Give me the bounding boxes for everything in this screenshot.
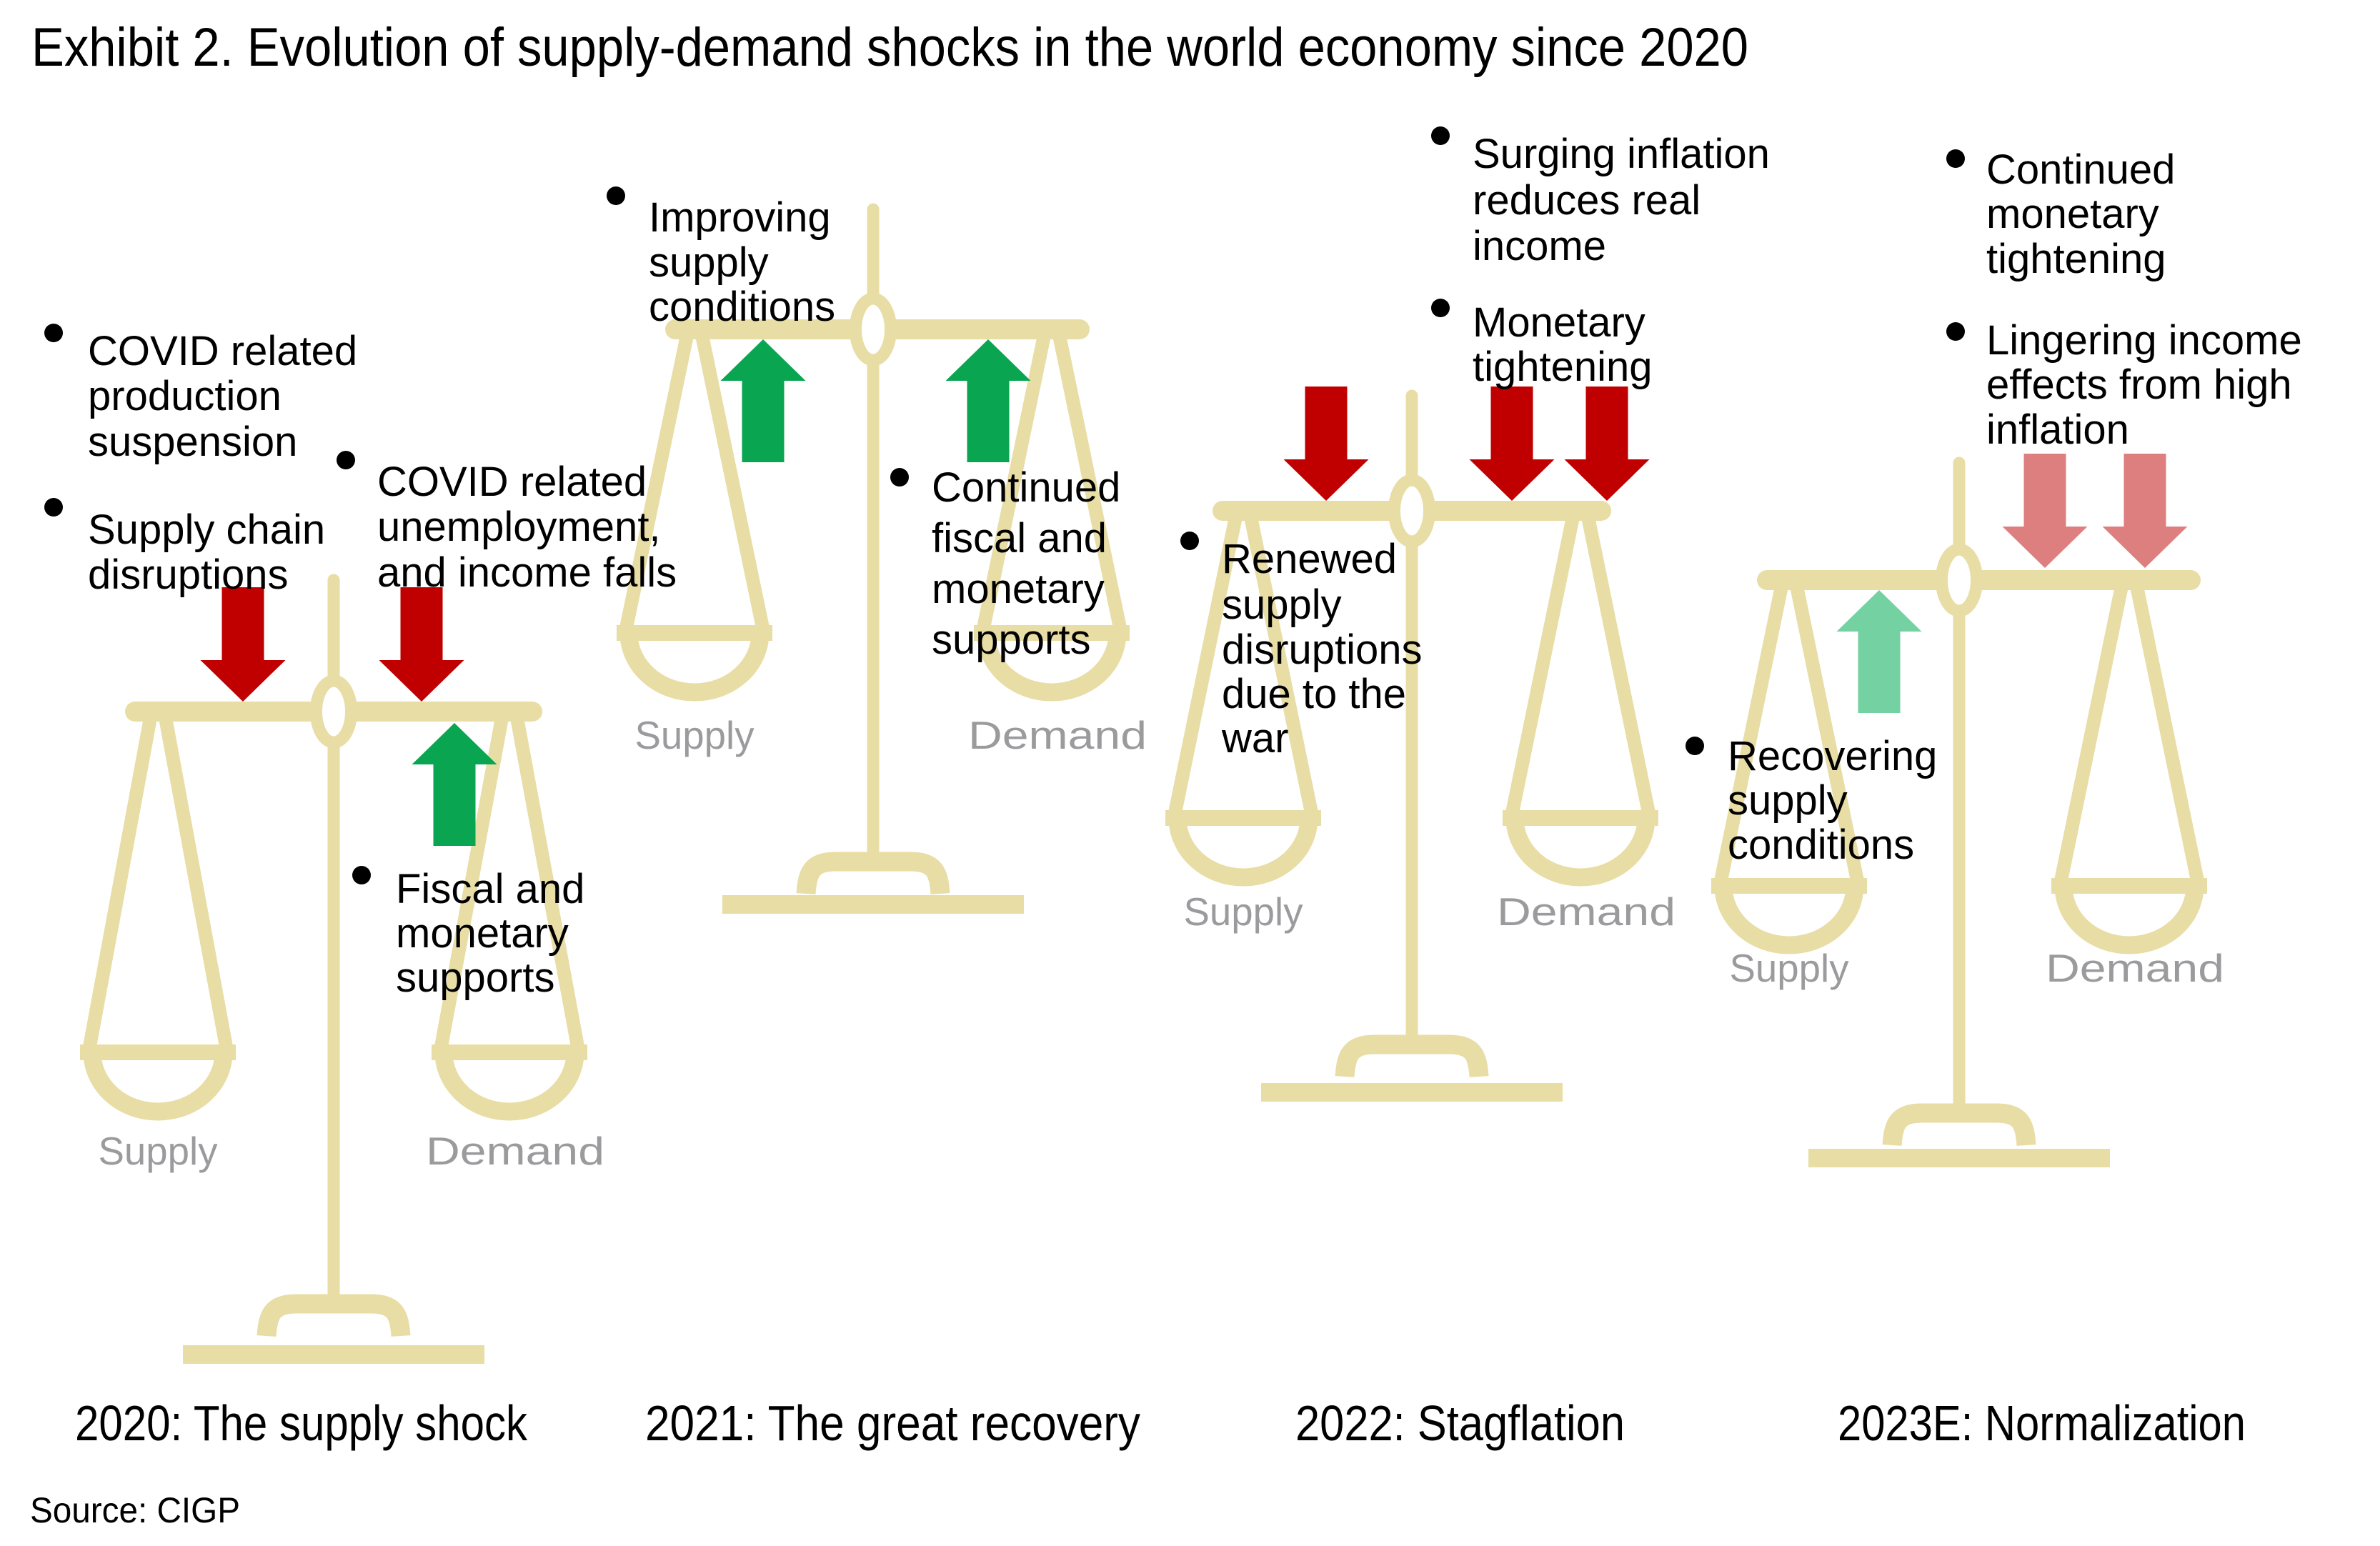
svg-text:conditions: conditions — [1728, 822, 1914, 868]
svg-text:Continued: Continued — [1986, 146, 2175, 193]
svg-text:Improving: Improving — [649, 194, 831, 241]
svg-text:supports: supports — [396, 954, 554, 1001]
svg-text:Source: CIGP: Source: CIGP — [30, 1490, 240, 1530]
svg-text:supply: supply — [1728, 777, 1848, 824]
svg-text:supply: supply — [1222, 582, 1342, 628]
svg-text:due to the: due to the — [1222, 671, 1406, 717]
svg-text:effects from high: effects from high — [1986, 361, 2292, 408]
svg-text:Fiscal and: Fiscal and — [396, 866, 584, 912]
svg-text:production: production — [88, 373, 282, 419]
svg-text:Exhibit 2. Evolution of supply: Exhibit 2. Evolution of supply-demand sh… — [31, 17, 1748, 78]
svg-text:Continued: Continued — [932, 464, 1120, 511]
svg-text:monetary: monetary — [396, 910, 569, 957]
svg-text:Surging inflation: Surging inflation — [1473, 131, 1770, 177]
svg-text:Demand: Demand — [968, 713, 1147, 757]
svg-text:Supply chain: Supply chain — [88, 507, 325, 553]
svg-text:Monetary: Monetary — [1473, 299, 1645, 346]
svg-text:supports: supports — [932, 617, 1090, 663]
svg-text:Renewed: Renewed — [1222, 536, 1397, 582]
svg-text:inflation: inflation — [1986, 407, 2129, 453]
svg-text:2023E: Normalization: 2023E: Normalization — [1838, 1395, 2246, 1451]
svg-text:disruptions: disruptions — [88, 552, 288, 598]
svg-text:tightening: tightening — [1473, 344, 1653, 390]
svg-text:unemployment,: unemployment, — [377, 504, 661, 550]
svg-text:2021: The great recovery: 2021: The great recovery — [645, 1395, 1140, 1451]
svg-text:monetary: monetary — [932, 566, 1105, 612]
svg-text:tightening: tightening — [1986, 236, 2166, 282]
svg-text:suspension: suspension — [88, 419, 297, 465]
svg-text:fiscal and: fiscal and — [932, 515, 1107, 562]
svg-text:and income falls: and income falls — [377, 549, 677, 596]
svg-text:Supply: Supply — [1730, 946, 1849, 990]
svg-text:Recovering: Recovering — [1728, 733, 1937, 779]
svg-text:war: war — [1221, 715, 1288, 762]
svg-text:disruptions: disruptions — [1222, 627, 1422, 673]
svg-text:Demand: Demand — [1497, 889, 1676, 934]
svg-text:Supply: Supply — [635, 713, 755, 757]
svg-text:Supply: Supply — [1184, 889, 1303, 934]
svg-text:reduces real: reduces real — [1473, 177, 1701, 224]
svg-text:2022: Stagflation: 2022: Stagflation — [1295, 1395, 1625, 1451]
svg-text:COVID related: COVID related — [88, 328, 357, 374]
svg-text:monetary: monetary — [1986, 191, 2159, 237]
svg-text:income: income — [1473, 223, 1606, 269]
svg-text:Demand: Demand — [2046, 946, 2224, 990]
svg-text:Supply: Supply — [99, 1129, 218, 1173]
svg-text:COVID related: COVID related — [377, 459, 647, 505]
svg-text:conditions: conditions — [649, 284, 835, 330]
svg-text:Demand: Demand — [426, 1129, 604, 1173]
svg-text:2020: The supply shock: 2020: The supply shock — [75, 1395, 528, 1451]
svg-text:Lingering income: Lingering income — [1986, 317, 2302, 364]
svg-text:supply: supply — [649, 239, 769, 286]
